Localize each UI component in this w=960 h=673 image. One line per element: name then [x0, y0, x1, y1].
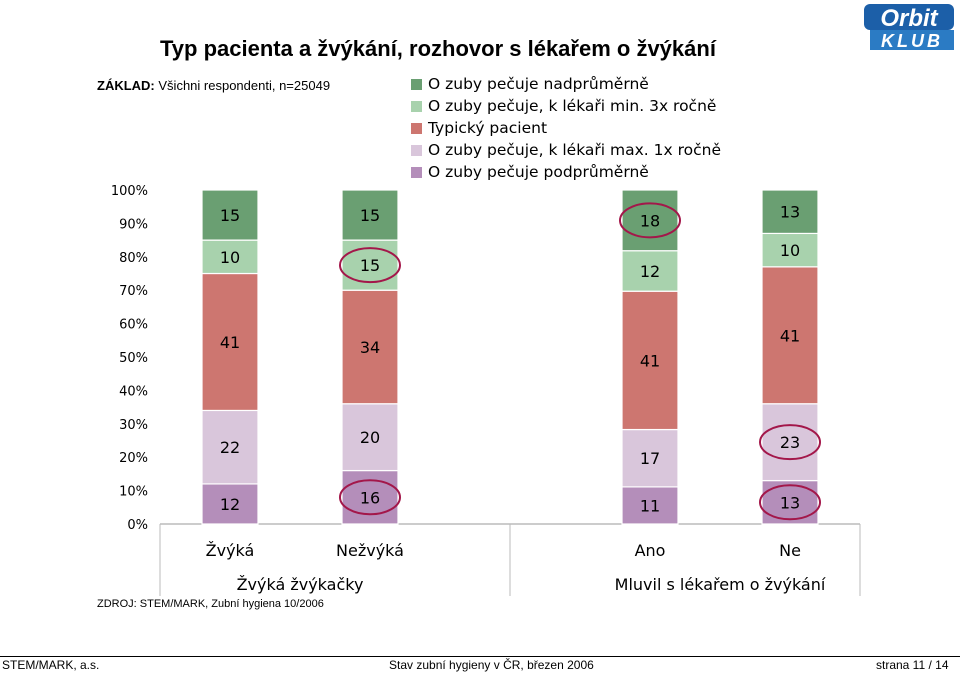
basis-text: Všichni respondenti, n=25049 [158, 78, 331, 93]
footer-left: STEM/MARK, a.s. [2, 658, 100, 672]
y-tick-label: 30% [119, 418, 148, 433]
y-tick-label: 100% [111, 184, 148, 199]
legend-swatch [411, 144, 422, 156]
data-label: 13 [780, 493, 800, 512]
bar-zvyka-o-zuby-pecuje-nadprumerne [201, 189, 259, 241]
bar-nezvyka-typicky-pacient [341, 289, 399, 405]
legend-label: O zuby pečuje nadprůměrně [428, 75, 649, 93]
logo-top-text: Orbit [880, 5, 938, 32]
y-tick-label: 50% [119, 351, 148, 366]
y-tick-label: 40% [119, 384, 148, 399]
legend-label: O zuby pečuje, k lékaři min. 3x ročně [428, 97, 717, 115]
data-label: 12 [220, 495, 240, 514]
data-label: 17 [640, 449, 660, 468]
legend-label: Typický pacient [428, 119, 548, 137]
y-tick-label: 60% [119, 318, 148, 333]
page-footer: STEM/MARK, a.s. Stav zubní hygieny v ČR,… [0, 656, 960, 673]
bar-ano-o-zuby-pecuje-k-lekari-max-1x-rocne [621, 428, 679, 488]
data-label: 11 [640, 496, 660, 515]
highlight-circle [619, 202, 681, 239]
legend-item: O zuby pečuje nadprůměrně [411, 73, 721, 95]
x-category-label: Ano [635, 541, 666, 560]
legend-item: O zuby pečuje, k lékaři min. 3x ročně [411, 95, 721, 117]
legend-item: Typický pacient [411, 117, 721, 139]
page-title: Typ pacienta a žvýkání, rozhovor s lékař… [160, 36, 716, 61]
x-category-label: Ne [779, 541, 801, 560]
bar-ano-o-zuby-pecuje-k-lekari-min-3x-rocne [621, 250, 679, 292]
bar-zvyka-o-zuby-pecuje-k-lekari-min-3x-rocne [201, 239, 259, 275]
legend-label: O zuby pečuje, k lékaři max. 1x ročně [428, 141, 721, 159]
footer-right: strana 11 / 14 [876, 658, 949, 672]
highlight-circle [759, 424, 821, 461]
y-tick-label: 80% [119, 251, 148, 266]
x-group-label: Žvýká žvýkačky [237, 575, 364, 594]
data-label: 10 [220, 248, 240, 267]
data-label: 41 [780, 326, 800, 345]
y-tick-label: 20% [119, 451, 148, 466]
bar-ne-o-zuby-pecuje-k-lekari-max-1x-rocne [761, 403, 819, 482]
data-label: 41 [220, 333, 240, 352]
bar-nezvyka-o-zuby-pecuje-nadprumerne [341, 189, 399, 241]
data-label: 23 [780, 433, 800, 452]
x-group-label: Mluvil s lékařem o žvýkání [615, 575, 826, 594]
highlight-circle [339, 247, 401, 284]
y-tick-label: 90% [119, 217, 148, 232]
data-label: 41 [640, 351, 660, 370]
bar-ne-o-zuby-pecuje-k-lekari-min-3x-rocne [761, 232, 819, 268]
y-tick-label: 0% [127, 518, 148, 533]
data-label: 13 [780, 203, 800, 222]
chart-legend: O zuby pečuje nadprůměrně O zuby pečuje, … [411, 73, 721, 183]
legend-swatch [411, 122, 422, 134]
bar-ano-o-zuby-pecuje-podprumerne [621, 486, 679, 525]
data-label: 18 [640, 211, 660, 230]
footer-center: Stav zubní hygieny v ČR, březen 2006 [389, 658, 594, 672]
data-label: 16 [360, 488, 380, 507]
legend-label: O zuby pečuje podprůměrně [428, 163, 649, 181]
bar-zvyka-o-zuby-pecuje-podprumerne [201, 483, 259, 525]
x-category-label: Žvýká [206, 541, 255, 560]
basis-label: ZÁKLAD: [97, 78, 155, 93]
basis-note: ZÁKLAD: Všichni respondenti, n=25049 [97, 78, 330, 93]
bar-ano-o-zuby-pecuje-nadprumerne [621, 189, 679, 252]
data-label: 20 [360, 428, 380, 447]
legend-item: O zuby pečuje podprůměrně [411, 161, 721, 183]
legend-swatch [411, 78, 422, 90]
logo-bottom-text: KLUB [881, 31, 943, 51]
legend-swatch [411, 166, 422, 178]
data-label: 12 [640, 262, 660, 281]
highlight-circle [339, 479, 401, 516]
orbit-klub-logo: Orbit KLUB [864, 4, 954, 51]
x-category-label: Nežvýká [336, 541, 404, 560]
bar-nezvyka-o-zuby-pecuje-k-lekari-max-1x-rocne [341, 403, 399, 472]
highlight-circle [759, 484, 821, 521]
y-tick-label: 10% [119, 485, 148, 500]
bar-ano-typicky-pacient [621, 290, 679, 431]
legend-swatch [411, 100, 422, 112]
y-tick-label: 70% [119, 284, 148, 299]
data-label: 10 [780, 241, 800, 260]
data-label: 34 [360, 338, 380, 357]
data-label: 15 [220, 206, 240, 225]
source-note: ZDROJ: STEM/MARK, Zubní hygiena 10/2006 [97, 598, 324, 610]
data-label: 22 [220, 438, 240, 457]
bar-ne-o-zuby-pecuje-nadprumerne [761, 189, 819, 235]
data-label: 15 [360, 206, 380, 225]
legend-item: O zuby pečuje, k lékaři max. 1x ročně [411, 139, 721, 161]
stacked-bar-chart: 0% 10% 20% 30% 40% 50% 60% 70% 80% 90% 100% 12 22 41 1… [111, 184, 861, 596]
data-label: 15 [360, 256, 380, 275]
